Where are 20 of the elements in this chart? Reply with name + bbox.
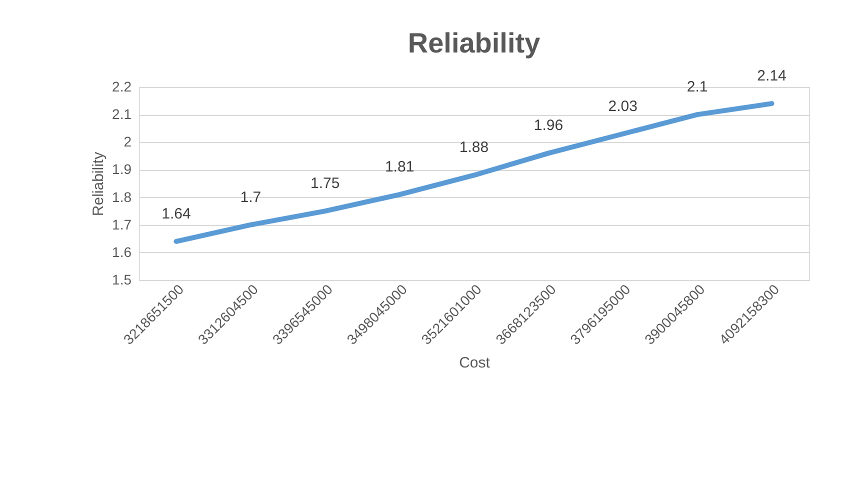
y-tick-label: 2 — [124, 134, 132, 150]
data-label: 1.64 — [162, 205, 191, 222]
data-label: 2.14 — [757, 68, 786, 85]
chart-title: Reliability — [408, 28, 541, 59]
data-label: 1.81 — [384, 158, 414, 176]
data-label: 2.1 — [686, 78, 708, 96]
y-tick-label: 1.6 — [112, 244, 132, 260]
data-label: 1.96 — [534, 117, 564, 134]
y-tick-label: 2.1 — [112, 106, 132, 122]
data-label: 1.88 — [459, 139, 489, 156]
y-tick-label: 1.8 — [112, 188, 132, 205]
y-tick-label: 2.2 — [112, 78, 132, 94]
y-tick-label: 1.9 — [112, 161, 132, 178]
y-tick-label: 1.7 — [112, 216, 132, 232]
data-label: 2.03 — [608, 98, 638, 115]
data-label: 1.75 — [310, 175, 340, 192]
x-axis-title: Cost — [459, 354, 491, 372]
y-tick-label: 1.5 — [112, 272, 132, 288]
y-axis-title: Reliability — [90, 151, 108, 216]
data-label: 1.7 — [240, 188, 262, 206]
